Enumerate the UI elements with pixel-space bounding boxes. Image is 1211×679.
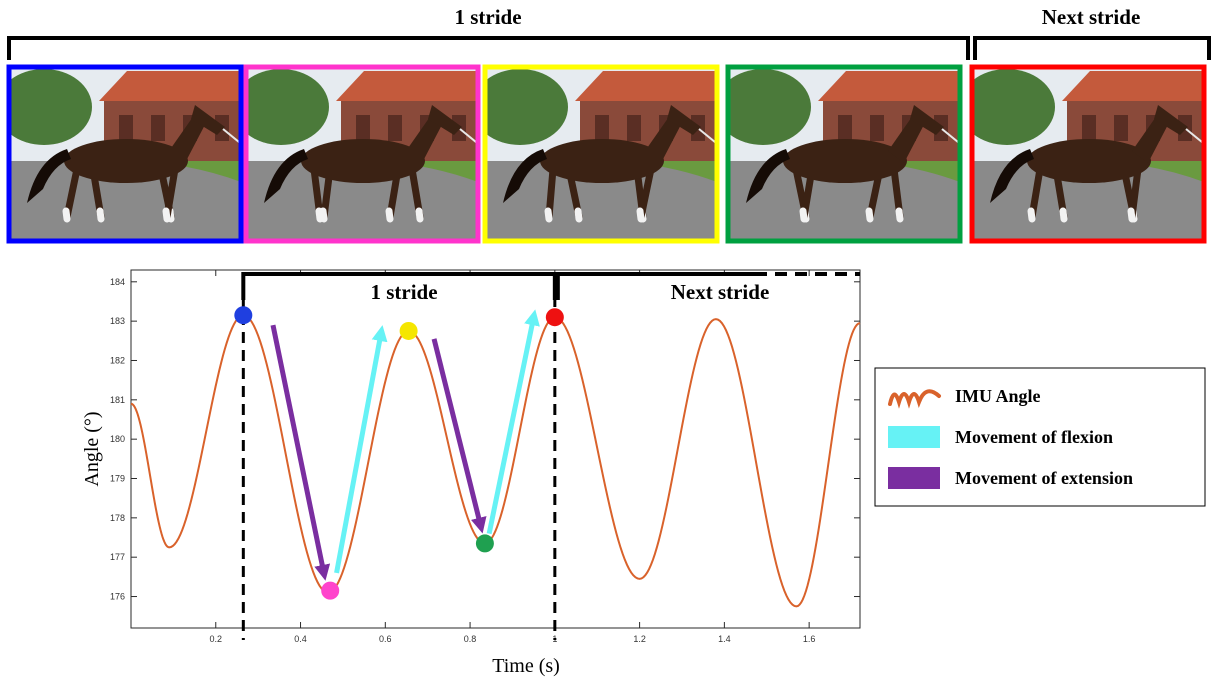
angle-chart: 0.20.40.60.811.21.41.6176177178179180181… xyxy=(81,269,861,677)
top-stride-bracket xyxy=(7,36,970,60)
y-tick-label: 178 xyxy=(110,513,125,523)
y-tick-label: 181 xyxy=(110,395,125,405)
frame-border xyxy=(969,64,1207,244)
x-tick-label: 1.6 xyxy=(803,634,816,644)
frame-border xyxy=(243,64,481,244)
legend-entry: Movement of flexion xyxy=(888,426,1113,448)
frame-border xyxy=(725,64,963,244)
photo-frame-3 xyxy=(482,64,720,244)
frame-border xyxy=(6,64,244,244)
y-tick-label: 179 xyxy=(110,474,125,484)
legend-line-swatch xyxy=(888,389,941,409)
stride-event-point xyxy=(475,534,494,553)
top-strip: 1 stride Next stride xyxy=(6,5,1211,244)
stride-event-point xyxy=(399,321,418,340)
y-tick-label: 183 xyxy=(110,316,125,326)
legend-label: Movement of flexion xyxy=(955,427,1113,447)
horse-photo xyxy=(728,67,960,241)
x-axis-label: Time (s) xyxy=(492,655,560,677)
extension-arrow xyxy=(431,338,487,534)
x-tick-label: 0.6 xyxy=(379,634,392,644)
stride-event-point xyxy=(545,308,564,327)
photo-frame-1 xyxy=(6,64,244,244)
horse-photo xyxy=(972,67,1204,241)
top-next-stride-bracket xyxy=(973,36,1211,60)
chart-next-stride-label: Next stride xyxy=(671,280,770,304)
flexion-arrow xyxy=(486,309,540,535)
photo-frame-5 xyxy=(969,64,1207,244)
photo-frame-2 xyxy=(243,64,481,244)
x-tick-label: 1.2 xyxy=(633,634,646,644)
stride-event-point xyxy=(321,581,340,600)
y-tick-label: 177 xyxy=(110,552,125,562)
legend-label: Movement of extension xyxy=(955,468,1133,488)
chart-stride-bracket xyxy=(241,272,557,300)
y-axis-label: Angle (°) xyxy=(81,411,103,486)
y-tick-label: 182 xyxy=(110,355,125,365)
chart-stride-label: 1 stride xyxy=(370,280,437,304)
legend-patch-swatch xyxy=(888,467,940,489)
chart-next-stride-bracket xyxy=(555,272,755,300)
stride-event-point xyxy=(234,306,253,325)
x-tick-label: 0.2 xyxy=(210,634,223,644)
horse-photo xyxy=(9,67,241,241)
x-tick-label: 0.4 xyxy=(294,634,307,644)
extension-arrow xyxy=(270,324,331,581)
horse-photo xyxy=(485,67,717,241)
legend: IMU Angle Movement of flexion Movement of … xyxy=(874,367,1206,507)
horse-photo xyxy=(246,67,478,241)
top-stride-label: 1 stride xyxy=(454,5,521,29)
frame-border xyxy=(482,64,720,244)
y-tick-label: 180 xyxy=(110,434,125,444)
y-tick-label: 176 xyxy=(110,592,125,602)
legend-entry: IMU Angle xyxy=(888,386,1041,409)
x-tick-label: 1.4 xyxy=(718,634,731,644)
photo-frame-4 xyxy=(725,64,963,244)
legend-patch-swatch xyxy=(888,426,940,448)
plot-area xyxy=(130,269,861,629)
flexion-arrow xyxy=(334,325,388,574)
x-tick-label: 0.8 xyxy=(464,634,477,644)
y-tick-label: 184 xyxy=(110,277,125,287)
legend-entry: Movement of extension xyxy=(888,467,1133,489)
top-next-stride-label: Next stride xyxy=(1042,5,1141,29)
legend-label: IMU Angle xyxy=(955,386,1041,406)
